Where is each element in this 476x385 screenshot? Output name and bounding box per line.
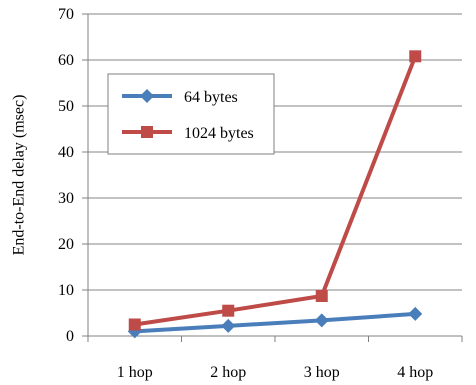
data-point [221, 318, 236, 333]
x-tick-label: 3 hop [304, 364, 340, 381]
legend-label: 64 bytes [184, 89, 238, 106]
data-point [128, 318, 141, 331]
legend-swatch-marker [141, 126, 153, 138]
series-line [134, 311, 416, 334]
y-tick-labels: 0 10 20 30 40 50 60 70 [58, 6, 88, 345]
y-tick-label: 20 [58, 236, 74, 253]
y-tick-label: 40 [58, 144, 74, 161]
y-tick-label: 50 [58, 98, 74, 115]
legend-label: 1024 bytes [184, 125, 254, 142]
y-tick-label: 30 [58, 190, 74, 207]
y-tick-label: 60 [58, 52, 74, 69]
data-point [409, 50, 422, 63]
y-tick-label: 0 [66, 328, 74, 345]
x-tick-label: 1 hop [117, 364, 153, 381]
y-tick-label: 10 [58, 282, 74, 299]
series-0 [127, 306, 423, 339]
legend-entry: 64 bytes [122, 89, 238, 106]
data-point [314, 313, 329, 328]
series-line [134, 55, 418, 327]
x-tick-label: 2 hop [210, 364, 246, 381]
legend-box [107, 73, 275, 155]
series-group [127, 50, 423, 339]
data-point [315, 289, 328, 302]
y-tick-label: 70 [58, 6, 74, 23]
y-axis-label: End-to-End delay (msec) [11, 95, 28, 256]
legend: 64 bytes 1024 bytes [107, 73, 275, 155]
x-tick-label: 4 hop [397, 364, 433, 381]
series-1 [128, 50, 422, 331]
legend-swatch-marker [140, 89, 154, 103]
data-point [222, 304, 235, 317]
x-tick-labels: 1 hop 2 hop 3 hop 4 hop [87, 336, 463, 381]
axes [87, 14, 462, 337]
legend-entry: 1024 bytes [122, 125, 254, 142]
data-point [408, 306, 423, 321]
